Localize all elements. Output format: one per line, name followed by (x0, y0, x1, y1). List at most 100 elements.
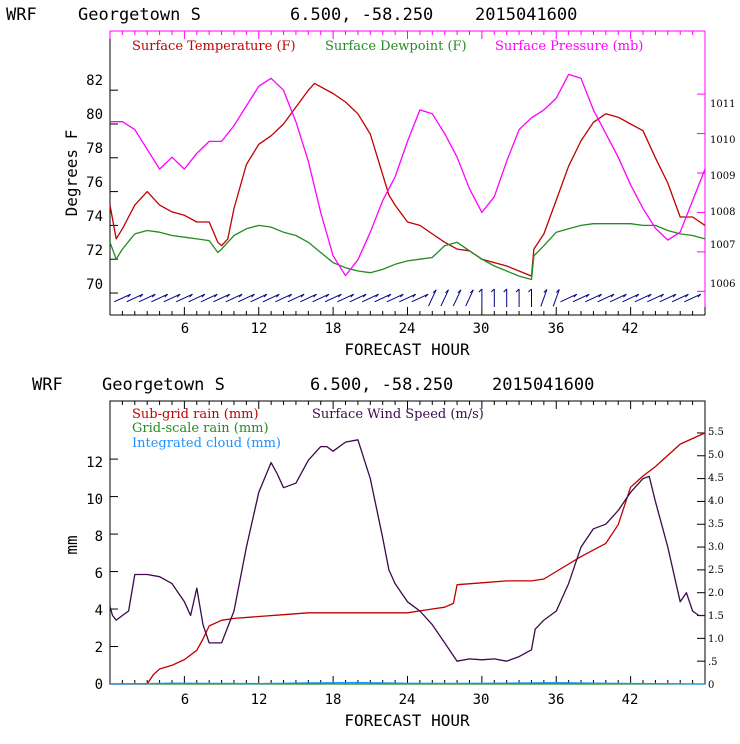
wind-barb (374, 293, 392, 303)
y-tick-label: 8 (95, 529, 103, 545)
x-tick-label: 24 (399, 692, 416, 708)
wind-barb (151, 293, 169, 303)
series-surface-wind-speed-line (109, 439, 705, 662)
wind-barb (465, 289, 474, 307)
x-tick-label: 6 (181, 321, 189, 337)
x-tick-label: 18 (325, 321, 342, 337)
y2-tick-label: 1.5 (708, 611, 724, 622)
panel2-legend: Sub-grid rain (mm) Grid-scale rain (mm) … (132, 407, 484, 451)
series-surface-temperature-line (109, 82, 706, 277)
wind-barb (361, 293, 379, 303)
wind-barb (262, 293, 280, 303)
wind-barb (250, 293, 268, 303)
wind-barb (126, 293, 144, 303)
wind-barb (399, 293, 417, 303)
y2-tick-label: 2.0 (708, 588, 724, 599)
wind-barb (515, 288, 520, 307)
wind-barb (349, 293, 367, 303)
panel2-series (109, 432, 706, 685)
panel2-init-time: 2015041600 (492, 375, 594, 395)
y2-tick-label: 1007 (710, 240, 735, 251)
panel1-ticks (109, 31, 706, 315)
wind-barb (411, 293, 429, 303)
panel2-y-tick-labels: 0 2 4 6 8 10 12 (86, 455, 103, 693)
wind-barb (138, 293, 156, 303)
x-tick-label: 42 (622, 321, 639, 337)
panel2-y2-tick-labels: 0 .5 1.0 1.5 2.0 2.5 3.0 3.5 4.0 4.5 5.0… (708, 427, 724, 691)
wind-barb (452, 289, 462, 307)
panel1-model: WRF (6, 5, 37, 25)
panel2-x-axis-label: FORECAST HOUR (344, 711, 470, 730)
wind-barb (287, 293, 305, 303)
wind-barb (175, 293, 193, 303)
legend-sub-grid-rain: Sub-grid rain (mm) (132, 407, 259, 422)
panel1-coords: 6.500, -58.250 (290, 5, 433, 25)
y-tick-label: 70 (86, 277, 103, 293)
y2-tick-label: 0 (708, 680, 714, 691)
y-tick-label: 4 (95, 603, 103, 619)
y2-tick-label: 3.5 (708, 519, 724, 530)
wind-barb (552, 289, 560, 307)
y2-tick-label: 1011 (710, 99, 735, 110)
series-surface-dewpoint-line (109, 223, 706, 281)
y-tick-label: 80 (86, 107, 103, 123)
x-tick-label: 12 (251, 692, 268, 708)
wind-barb (647, 293, 664, 303)
y-tick-label: 82 (86, 73, 103, 89)
x-tick-label: 42 (622, 692, 639, 708)
wind-barb (188, 293, 206, 303)
x-tick-label: 36 (548, 692, 565, 708)
panel1-x-tick-labels: 6 12 18 24 30 36 42 (181, 321, 639, 337)
wind-barb (609, 293, 627, 303)
panel1-y-tick-labels: 70 72 74 76 78 80 82 (86, 73, 103, 293)
wind-barb (163, 293, 181, 303)
y2-tick-label: 1006 (710, 279, 735, 290)
panel1-x-axis-label: FORECAST HOUR (344, 340, 470, 359)
y2-tick-label: 1.0 (708, 634, 724, 645)
legend-integrated-cloud: Integrated cloud (mm) (132, 436, 281, 451)
wind-barb (503, 288, 508, 307)
x-tick-label: 24 (399, 321, 416, 337)
y-tick-label: 72 (86, 243, 103, 259)
panel1-location: Georgetown S (78, 5, 201, 25)
panel2-model: WRF (32, 375, 63, 395)
wind-barb (275, 293, 293, 303)
y-tick-label: 2 (95, 640, 103, 656)
y2-tick-label: 4.5 (708, 473, 724, 484)
x-tick-label: 12 (251, 321, 268, 337)
y2-tick-label: 1010 (710, 135, 735, 146)
panel1-init-time: 2015041600 (475, 5, 577, 25)
wind-barb (478, 288, 483, 307)
wind-barb (597, 293, 615, 303)
legend-surface-temperature: Surface Temperature (F) (132, 39, 296, 54)
wind-barb (440, 289, 449, 307)
wind-barb (671, 293, 689, 303)
wind-barb (428, 289, 437, 307)
y-tick-label: 6 (95, 566, 103, 582)
y2-tick-label: 4.0 (708, 496, 724, 507)
wind-barb (299, 293, 317, 303)
panel1-y-axis-label: Degrees F (62, 130, 81, 217)
panel1-header: WRF Georgetown S 6.500, -58.250 20150416… (6, 5, 577, 25)
x-tick-label: 30 (473, 692, 490, 708)
wind-barbs (113, 288, 702, 307)
wind-barb (659, 293, 677, 303)
panel2-location: Georgetown S (102, 375, 225, 395)
legend-surface-pressure: Surface Pressure (mb) (495, 39, 643, 54)
wind-barb (337, 293, 355, 303)
y-tick-label: 0 (95, 677, 103, 693)
y2-tick-label: .5 (708, 657, 718, 668)
legend-surface-dewpoint: Surface Dewpoint (F) (325, 39, 467, 54)
panel1-y2-tick-labels: 1006 1007 1008 1009 1010 1011 (710, 99, 735, 290)
x-tick-label: 36 (548, 321, 565, 337)
wind-barb (684, 293, 702, 303)
wind-barb (225, 293, 243, 303)
y2-tick-label: 1009 (710, 171, 735, 182)
wind-barb (490, 288, 495, 307)
y-tick-label: 78 (86, 141, 103, 157)
panel2-x-tick-labels: 6 12 18 24 30 36 42 (181, 692, 639, 708)
wind-barb (634, 293, 652, 303)
wind-barb (237, 293, 255, 303)
panel2-y-axis-label: mm (62, 535, 81, 554)
